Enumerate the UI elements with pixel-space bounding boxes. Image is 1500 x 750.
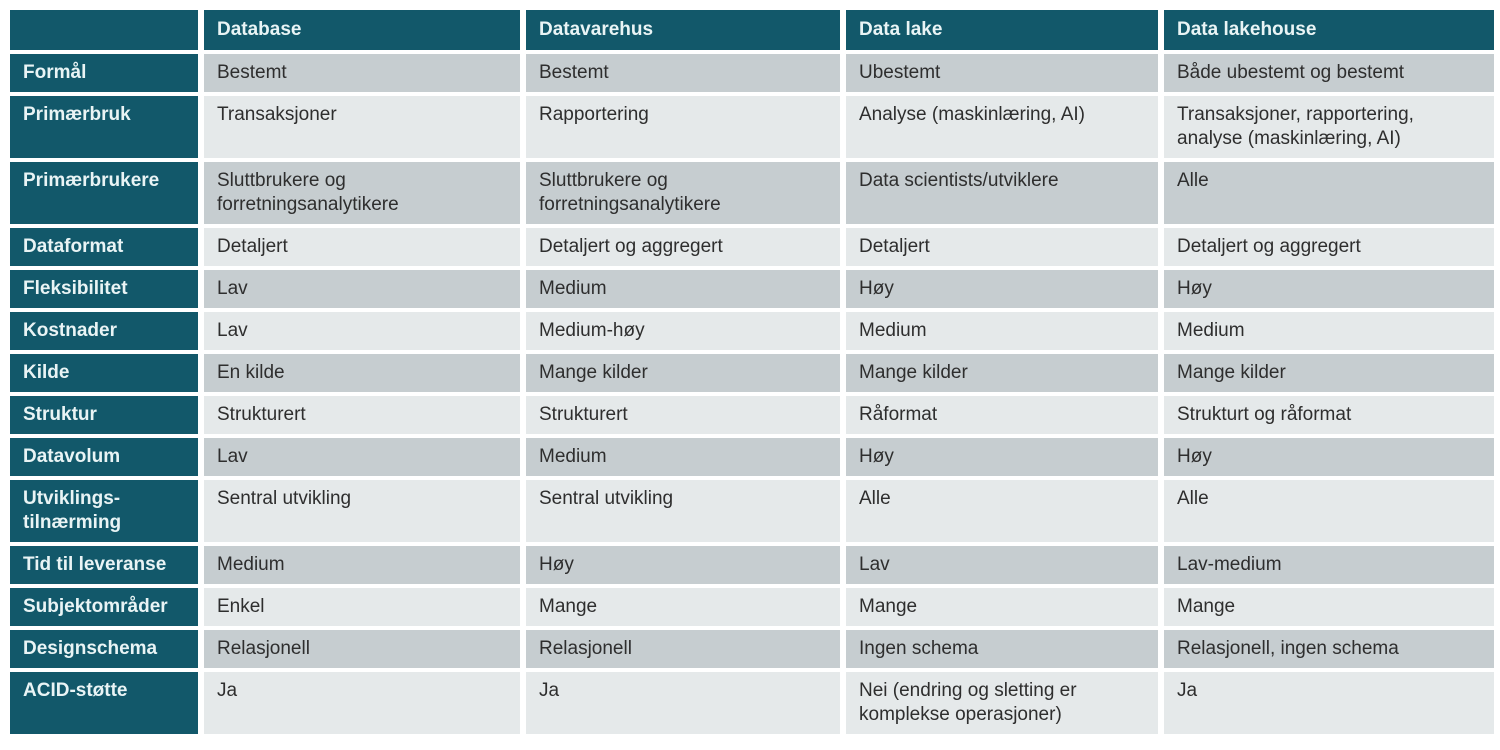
table-cell: Råformat [846,396,1158,434]
row-label-acid-stotte: ACID-støtte [10,672,198,734]
table-row: Dataformat Detaljert Detaljert og aggreg… [10,228,1494,266]
table-row: Struktur Strukturert Strukturert Råforma… [10,396,1494,434]
table-cell: Ingen schema [846,630,1158,668]
table-cell: Medium [1164,312,1494,350]
table-cell: Høy [846,438,1158,476]
table-cell: Ubestemt [846,54,1158,92]
corner-header-cell [10,10,198,50]
column-header-datavarehus: Datavarehus [526,10,840,50]
row-label-fleksibilitet: Fleksibilitet [10,270,198,308]
table-cell: Data scientists/utviklere [846,162,1158,224]
row-label-utviklingstilnaerming: Utviklings-tilnærming [10,480,198,542]
table-row: Primærbrukere Sluttbrukere og forretning… [10,162,1494,224]
table-cell: Høy [846,270,1158,308]
table-cell: Mange kilder [846,354,1158,392]
table-cell: Relasjonell [204,630,520,668]
table-cell: Høy [1164,438,1494,476]
table-cell: Både ubestemt og bestemt [1164,54,1494,92]
row-label-designschema: Designschema [10,630,198,668]
table-row: Designschema Relasjonell Relasjonell Ing… [10,630,1494,668]
table-cell: Strukturert [204,396,520,434]
table-cell: Alle [1164,480,1494,542]
table-row: Tid til leveranse Medium Høy Lav Lav-med… [10,546,1494,584]
table-cell: Strukturert [526,396,840,434]
table-cell: Medium [526,270,840,308]
table-cell: Transaksjoner [204,96,520,158]
table-cell: Alle [846,480,1158,542]
comparison-table: Database Datavarehus Data lake Data lake… [4,6,1500,738]
row-label-dataformat: Dataformat [10,228,198,266]
table-cell: Nei (endring og sletting er komplekse op… [846,672,1158,734]
table-row: Formål Bestemt Bestemt Ubestemt Både ube… [10,54,1494,92]
table-cell: Sentral utvikling [526,480,840,542]
table-cell: Ja [204,672,520,734]
table-cell: Sluttbrukere og forretningsanalytikere [526,162,840,224]
row-label-formal: Formål [10,54,198,92]
table-row: Datavolum Lav Medium Høy Høy [10,438,1494,476]
table-cell: Medium [846,312,1158,350]
table-cell: Detaljert [204,228,520,266]
table-cell: Relasjonell [526,630,840,668]
table-cell: Medium [204,546,520,584]
row-label-kostnader: Kostnader [10,312,198,350]
table-row: Utviklings-tilnærming Sentral utvikling … [10,480,1494,542]
table-cell: Lav [204,312,520,350]
table-cell: Lav [204,270,520,308]
table-cell: Medium [526,438,840,476]
table-cell: En kilde [204,354,520,392]
table-row: ACID-støtte Ja Ja Nei (endring og sletti… [10,672,1494,734]
row-label-subjektomrader: Subjektområder [10,588,198,626]
table-cell: Høy [1164,270,1494,308]
table-cell: Sentral utvikling [204,480,520,542]
table-cell: Mange [1164,588,1494,626]
row-label-primaerbrukere: Primærbrukere [10,162,198,224]
table-cell: Høy [526,546,840,584]
row-label-struktur: Struktur [10,396,198,434]
table-cell: Mange [526,588,840,626]
column-header-data-lakehouse: Data lakehouse [1164,10,1494,50]
table-cell: Ja [1164,672,1494,734]
table-cell: Analyse (maskinlæring, AI) [846,96,1158,158]
table-row: Subjektområder Enkel Mange Mange Mange [10,588,1494,626]
table-cell: Medium-høy [526,312,840,350]
table-cell: Transaksjoner, rapportering, analyse (ma… [1164,96,1494,158]
row-label-tid-til-leveranse: Tid til leveranse [10,546,198,584]
column-header-database: Database [204,10,520,50]
table-cell: Mange kilder [526,354,840,392]
row-label-kilde: Kilde [10,354,198,392]
row-label-primaerbruk: Primærbruk [10,96,198,158]
table-cell: Bestemt [204,54,520,92]
table-cell: Sluttbrukere og forretningsanalytikere [204,162,520,224]
table-cell: Detaljert og aggregert [1164,228,1494,266]
table-cell: Bestemt [526,54,840,92]
column-header-data-lake: Data lake [846,10,1158,50]
table-cell: Detaljert og aggregert [526,228,840,266]
table-header-row: Database Datavarehus Data lake Data lake… [10,10,1494,50]
table-cell: Lav-medium [1164,546,1494,584]
table-row: Primærbruk Transaksjoner Rapportering An… [10,96,1494,158]
table-cell: Strukturt og råformat [1164,396,1494,434]
table-cell: Mange [846,588,1158,626]
table-cell: Relasjonell, ingen schema [1164,630,1494,668]
table-cell: Alle [1164,162,1494,224]
table-cell: Enkel [204,588,520,626]
table-cell: Ja [526,672,840,734]
row-label-datavolum: Datavolum [10,438,198,476]
table-cell: Detaljert [846,228,1158,266]
table-cell: Mange kilder [1164,354,1494,392]
table-row: Fleksibilitet Lav Medium Høy Høy [10,270,1494,308]
table-cell: Lav [846,546,1158,584]
table-cell: Lav [204,438,520,476]
table-row: Kostnader Lav Medium-høy Medium Medium [10,312,1494,350]
table-row: Kilde En kilde Mange kilder Mange kilder… [10,354,1494,392]
table-cell: Rapportering [526,96,840,158]
